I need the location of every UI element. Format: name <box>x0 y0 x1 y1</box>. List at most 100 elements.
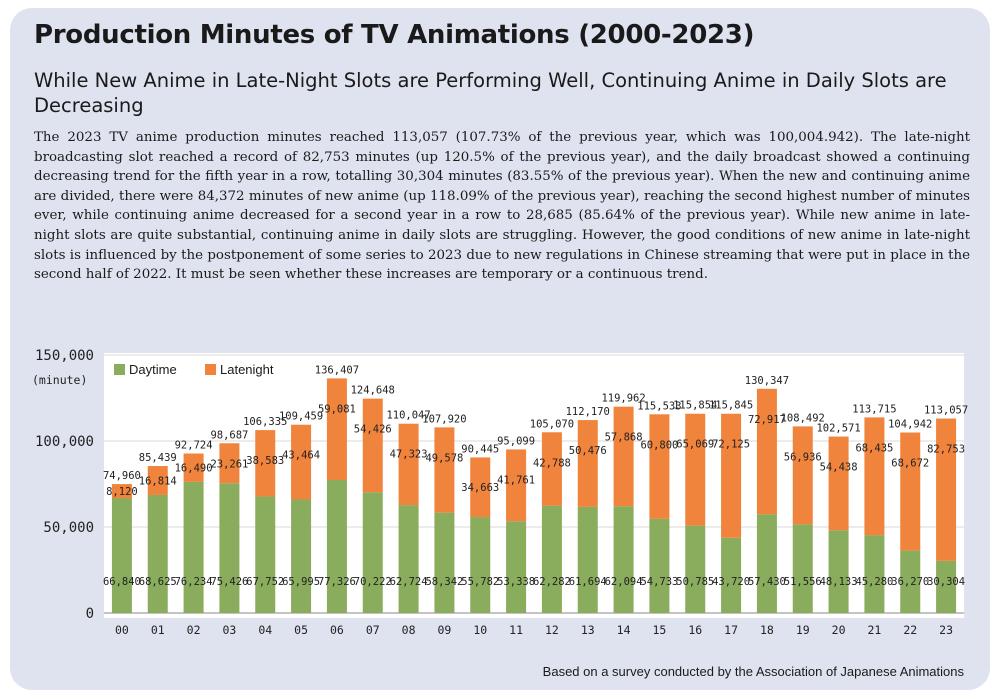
daytime-bar <box>577 506 598 613</box>
latenight-value-label: 47,323 <box>390 449 428 461</box>
latenight-bar <box>649 414 670 519</box>
x-tick-label: 11 <box>509 623 523 637</box>
latenight-bar <box>434 427 455 513</box>
daytime-value-label: 65,995 <box>282 576 320 588</box>
daytime-value-label: 77,326 <box>318 576 356 588</box>
latenight-value-label: 68,435 <box>855 442 893 454</box>
x-tick-label: 10 <box>473 623 487 637</box>
latenight-bar <box>577 420 598 507</box>
latenight-bar <box>685 413 706 526</box>
latenight-bar <box>291 424 312 500</box>
latenight-bar <box>792 426 813 525</box>
daytime-value-label: 30,304 <box>927 576 965 588</box>
latenight-value-label: 56,936 <box>784 451 822 463</box>
latenight-bar <box>398 423 419 506</box>
y-tick-label: 100,000 <box>35 434 94 450</box>
daytime-bar <box>900 550 921 613</box>
x-tick-label: 00 <box>115 623 129 637</box>
latenight-value-label: 60,800 <box>640 439 678 451</box>
daytime-value-label: 36,270 <box>891 576 929 588</box>
latenight-bar <box>147 466 168 495</box>
x-tick-label: 01 <box>151 623 165 637</box>
daytime-bar <box>183 481 204 613</box>
daytime-bar <box>756 514 777 613</box>
daytime-bar <box>864 535 885 613</box>
x-tick-label: 15 <box>652 623 666 637</box>
total-value-label: 102,571 <box>816 423 860 435</box>
latenight-bar <box>864 417 885 536</box>
daytime-bar <box>470 517 491 613</box>
x-tick-label: 14 <box>617 623 631 637</box>
daytime-value-label: 51,556 <box>784 576 822 588</box>
x-tick-label: 21 <box>867 623 881 637</box>
daytime-bar <box>649 518 670 613</box>
latenight-bar <box>936 418 957 561</box>
y-tick-label: 150,000 <box>35 348 94 364</box>
latenight-value-label: 41,761 <box>497 474 535 486</box>
latenight-bar <box>541 432 562 506</box>
latenight-bar <box>111 484 132 499</box>
daytime-bar <box>613 506 634 613</box>
daytime-bar <box>434 512 455 613</box>
daytime-value-label: 61,694 <box>569 576 607 588</box>
latenight-bar <box>721 413 742 538</box>
legend-daytime-label: Daytime <box>129 362 177 377</box>
x-tick-label: 08 <box>402 623 416 637</box>
daytime-value-label: 57,430 <box>748 576 786 588</box>
latenight-value-label: 23,261 <box>210 458 248 470</box>
daytime-value-label: 43,720 <box>712 576 750 588</box>
y-tick-label: 0 <box>86 606 94 622</box>
daytime-bar <box>506 521 527 613</box>
latenight-value-label: 68,672 <box>891 457 929 469</box>
latenight-value-label: 54,426 <box>354 424 392 436</box>
daytime-bar <box>362 492 383 613</box>
daytime-value-label: 45,280 <box>855 576 893 588</box>
y-axis-unit-label: (minute) <box>32 373 87 387</box>
latenight-value-label: 42,788 <box>533 457 571 469</box>
latenight-bar <box>506 449 527 522</box>
latenight-value-label: 57,868 <box>605 432 643 444</box>
latenight-value-label: 34,663 <box>461 482 499 494</box>
latenight-value-label: 16,490 <box>175 463 213 475</box>
x-tick-label: 22 <box>903 623 917 637</box>
daytime-bar <box>147 494 168 613</box>
x-tick-label: 23 <box>939 623 953 637</box>
total-value-label: 90,445 <box>461 443 499 455</box>
daytime-bar <box>326 479 347 613</box>
daytime-value-label: 62,094 <box>605 576 643 588</box>
daytime-bar <box>291 499 312 613</box>
x-tick-label: 18 <box>760 623 774 637</box>
latenight-value-label: 38,583 <box>246 455 284 467</box>
total-value-label: 110,047 <box>386 410 430 422</box>
total-value-label: 74,960 <box>103 470 141 482</box>
daytime-value-label: 68,625 <box>139 576 177 588</box>
page-title: Production Minutes of TV Animations (200… <box>34 20 755 50</box>
x-tick-label: 02 <box>187 623 201 637</box>
total-value-label: 113,715 <box>852 403 896 415</box>
daytime-bar <box>111 498 132 613</box>
x-tick-label: 16 <box>688 623 702 637</box>
latenight-bar <box>900 432 921 551</box>
total-value-label: 115,854 <box>673 400 717 412</box>
total-value-label: 98,687 <box>210 429 248 441</box>
daytime-bar <box>398 505 419 613</box>
latenight-bar <box>219 443 240 484</box>
latenight-value-label: 82,753 <box>927 444 965 456</box>
daytime-bar <box>828 530 849 613</box>
latenight-bar <box>362 398 383 493</box>
total-value-label: 105,070 <box>530 418 574 430</box>
daytime-value-label: 55,782 <box>461 576 499 588</box>
daytime-value-label: 70,222 <box>354 576 392 588</box>
x-tick-label: 06 <box>330 623 344 637</box>
total-value-label: 104,942 <box>888 418 932 430</box>
latenight-value-label: 65,069 <box>676 439 714 451</box>
chart-plot-background <box>104 353 964 618</box>
latenight-value-label: 54,438 <box>820 462 858 474</box>
total-value-label: 115,845 <box>709 400 753 412</box>
daytime-bar <box>541 505 562 613</box>
daytime-bar <box>255 496 276 613</box>
legend-latenight-swatch <box>205 364 216 375</box>
latenight-value-label: 72,125 <box>712 439 750 451</box>
latenight-value-label: 16,814 <box>139 476 177 488</box>
body-paragraph: The 2023 TV anime production minutes rea… <box>34 130 970 283</box>
